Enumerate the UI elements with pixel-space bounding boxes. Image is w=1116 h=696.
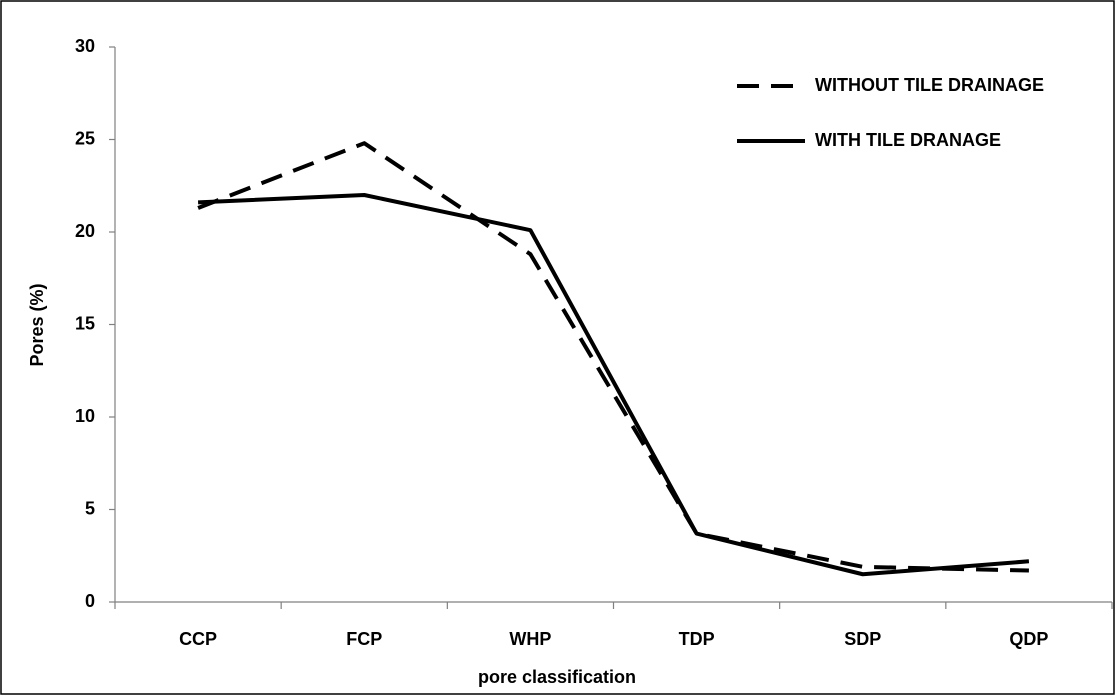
y-tick-label: 0 [85, 591, 95, 611]
y-tick-label: 30 [75, 36, 95, 56]
y-tick-label: 20 [75, 221, 95, 241]
x-tick-label: CCP [179, 629, 217, 649]
legend-label: WITHOUT TILE DRAINAGE [815, 75, 1044, 95]
y-tick-label: 10 [75, 406, 95, 426]
y-axis-label: Pores (%) [27, 283, 47, 366]
x-tick-label: FCP [346, 629, 382, 649]
y-tick-label: 5 [85, 498, 95, 518]
y-tick-label: 25 [75, 128, 95, 148]
legend-label: WITH TILE DRANAGE [815, 130, 1001, 150]
x-axis-label: pore classification [478, 667, 636, 687]
x-tick-label: QDP [1009, 629, 1048, 649]
data-line [197, 193, 1030, 577]
x-tick-label: TDP [679, 629, 715, 649]
y-tick-label: 15 [75, 313, 95, 333]
x-tick-label: WHP [509, 629, 551, 649]
x-tick-label: SDP [844, 629, 881, 649]
data-line [197, 141, 1029, 573]
